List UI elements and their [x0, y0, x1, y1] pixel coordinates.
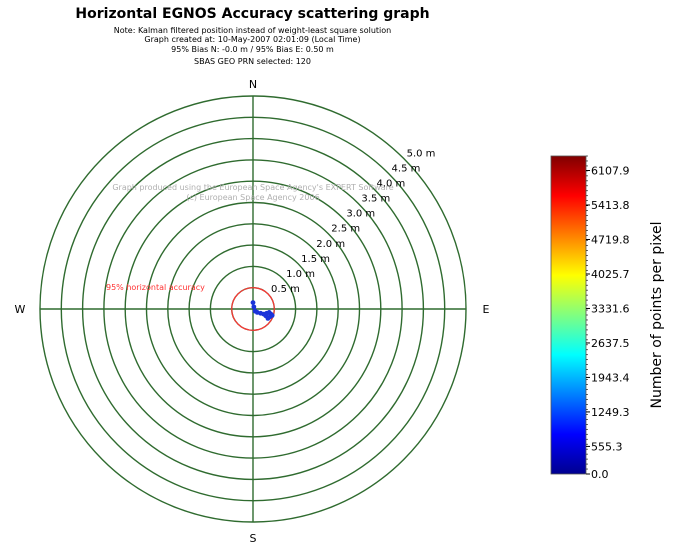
ring-label-4: 2.0 m: [316, 239, 345, 250]
colorbar-tick-label: 6107.9: [591, 165, 630, 178]
colorbar-tick-label: 0.0: [591, 468, 609, 481]
watermark-line-1: Graph produced using the European Space …: [112, 183, 393, 192]
colorbar-tick-label: 1249.3: [591, 406, 630, 419]
colorbar-label: Number of points per pixel: [649, 222, 665, 409]
colorbar-tick-label: 555.3: [591, 440, 623, 453]
compass-south: S: [250, 532, 257, 544]
note-created: Graph created at: 10-May-2007 02:01:09 (…: [144, 35, 361, 44]
colorbar-tick-label: 1943.4: [591, 371, 630, 384]
watermark-line-2: (c) European Space Agency 2006: [186, 193, 319, 202]
colorbar-tick-label: 4719.8: [591, 233, 630, 246]
colorbar-tick-label: 5413.8: [591, 199, 630, 212]
colorbar-tick-label: 4025.7: [591, 268, 630, 281]
ring-label-6: 3.0 m: [346, 209, 375, 220]
ring-label-9: 4.5 m: [392, 163, 421, 174]
colorbar-gradient: [550, 155, 587, 475]
chart-title: Horizontal EGNOS Accuracy scattering gra…: [75, 6, 430, 22]
data-point: [251, 304, 257, 310]
colorbar-tick-label: 2637.5: [591, 337, 630, 350]
colorbar-tick-label: 3331.6: [591, 302, 630, 315]
polar-plot: Graph produced using the European Space …: [15, 78, 490, 544]
note-bias: 95% Bias N: -0.0 m / 95% Bias E: 0.50 m: [171, 45, 334, 54]
compass-west: W: [15, 303, 26, 316]
compass-east: E: [483, 303, 490, 316]
note-kalman: Note: Kalman filtered position instead o…: [113, 26, 392, 35]
ring-label-8: 4.0 m: [376, 179, 405, 190]
ring-label-1: 0.5 m: [271, 284, 300, 295]
ring-label-5: 2.5 m: [331, 224, 360, 235]
accuracy-95-label: 95% horizontal accuracy: [106, 283, 205, 292]
ring-label-2: 1.0 m: [286, 269, 315, 280]
colorbar: 0.0 555.3 1249.3 1943.4 2637.5 3331.6 4025.7 47…: [550, 155, 665, 481]
ring-label-10: 5.0 m: [407, 148, 436, 159]
note-prn: SBAS GEO PRN selected: 120: [194, 57, 311, 66]
compass-north: N: [249, 78, 257, 91]
data-point: [263, 313, 269, 319]
data-point: [250, 300, 256, 306]
accuracy-95-circle: [231, 287, 275, 331]
ring-label-3: 1.5 m: [301, 254, 330, 265]
ring-label-7: 3.5 m: [361, 194, 390, 205]
